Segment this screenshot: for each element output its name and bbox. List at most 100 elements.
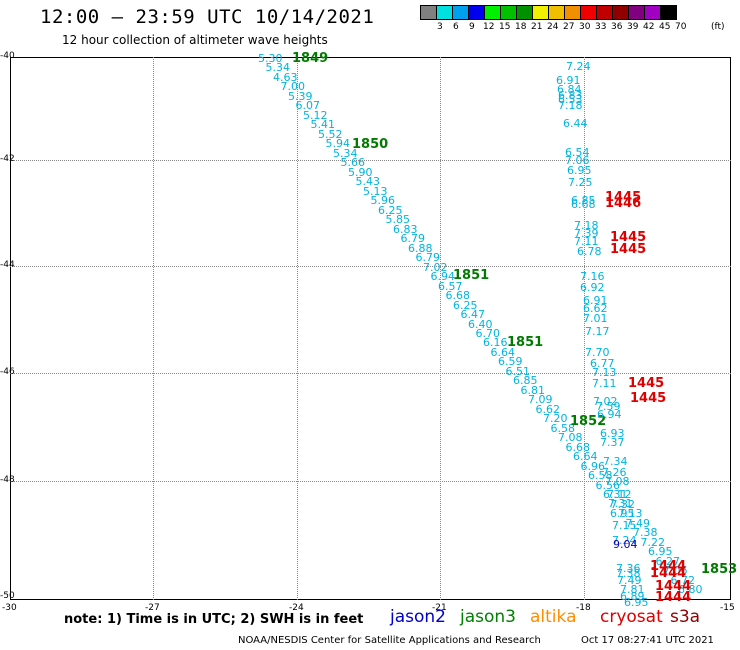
- footnote: note: 1) Time is in UTC; 2) SWH is in fe…: [64, 612, 364, 627]
- scale-swatch: [564, 5, 581, 20]
- wave-height-value: 6.79: [400, 232, 426, 246]
- pass-time-label: 1851: [453, 268, 490, 283]
- lat-gridline: [10, 481, 731, 482]
- color-scale: [420, 5, 677, 20]
- scale-swatch: [484, 5, 501, 20]
- wave-height-value: 7.49: [617, 574, 642, 587]
- wave-height-value: 5.34: [265, 61, 291, 75]
- scale-label: 9: [469, 22, 475, 32]
- wave-height-value: 6.85: [571, 194, 596, 207]
- scale-label: 42: [643, 22, 655, 32]
- wave-height-value: 7.17: [585, 325, 610, 338]
- scale-label: 36: [611, 22, 623, 32]
- pass-time-label: 1444: [655, 579, 692, 594]
- scale-label: 24: [547, 22, 559, 32]
- wave-height-value: 6.25: [453, 298, 478, 312]
- wave-height-value: 6.85: [513, 374, 538, 388]
- scale-swatch: [500, 5, 517, 20]
- lon-label: -30: [2, 603, 17, 613]
- wave-height-value: 5.43: [355, 175, 381, 189]
- color-scale-labels: 3 6 9 12 15 18 21 24 27 30 33 36 39 42 45 70 (ft): [421, 22, 729, 36]
- pass-time-label: 1444: [650, 559, 687, 574]
- pass-time-label: 1445: [605, 190, 642, 205]
- lat-label: -42: [0, 154, 15, 164]
- scale-label: 33: [595, 22, 607, 32]
- wave-height-value: 6.91: [583, 294, 608, 307]
- wave-height-value: 6.92: [580, 281, 605, 294]
- scale-swatch: [436, 5, 453, 20]
- wave-height-value: 6.31: [603, 488, 628, 502]
- scale-swatch: [420, 5, 437, 20]
- wave-height-value: 7.02: [593, 395, 618, 408]
- pass-time-label: 1850: [352, 137, 389, 152]
- wave-height-value: 6.96: [580, 459, 606, 473]
- wave-height-value: 7.81: [620, 583, 645, 596]
- wave-height-value: 4.63: [273, 70, 298, 84]
- wave-height-value: 7.01: [583, 312, 608, 325]
- lat-gridline: [10, 373, 731, 374]
- wave-height-value: 6.47: [460, 308, 486, 322]
- wave-height-value: 5.94: [325, 137, 351, 151]
- legend-item-jason2: jason2: [390, 607, 446, 627]
- scale-label: 30: [579, 22, 591, 32]
- scale-label: 70: [675, 22, 687, 32]
- wave-height-value: 6.93: [600, 427, 625, 440]
- wave-height-value: 7.25: [568, 176, 593, 189]
- scale-label: 6: [453, 22, 459, 32]
- lon-label: -21: [432, 603, 447, 613]
- wave-height-value: 6.40: [468, 317, 493, 331]
- lon-gridline: [153, 57, 154, 600]
- scale-label: 21: [531, 22, 543, 32]
- wave-height-value: 5.30: [258, 52, 283, 65]
- wave-height-value: 6.94: [430, 270, 456, 284]
- wave-height-value: 7.49: [625, 516, 651, 530]
- scale-unit: (ft): [711, 22, 725, 32]
- wave-height-value: 7.15: [612, 519, 637, 532]
- wave-height-value: 7.02: [423, 260, 448, 274]
- wave-height-value: 7.06: [663, 564, 688, 578]
- wave-height-value: 7.31: [608, 497, 633, 510]
- wave-height-value: 7.38: [633, 526, 658, 540]
- wave-height-value: 7.13: [618, 507, 643, 521]
- pass-time-label: 1853: [701, 562, 738, 577]
- legend-item-altika: altika: [530, 607, 577, 627]
- wave-height-value: 6.88: [408, 241, 433, 255]
- wave-height-value: 7.26: [602, 466, 627, 479]
- pass-time-label: 1445: [630, 391, 667, 406]
- pass-time-label: 1851: [507, 335, 544, 350]
- wave-height-value: 6.07: [295, 99, 321, 113]
- wave-height-value: 5.66: [340, 156, 366, 170]
- wave-height-value: 7.12: [607, 488, 632, 501]
- scale-swatch: [548, 5, 565, 20]
- wave-height-value: 6.62: [583, 302, 608, 315]
- wave-height-value: 5.90: [348, 165, 373, 179]
- scale-label: 45: [659, 22, 671, 32]
- map-frame: [10, 57, 731, 600]
- pass-time-label: 1444: [655, 590, 692, 605]
- wave-height-value: 6.77: [590, 357, 615, 370]
- lon-label: -27: [145, 603, 160, 613]
- lat-gridline: [10, 160, 731, 161]
- wave-height-value: 6.64: [490, 345, 516, 359]
- wave-height-value: 7.24: [612, 534, 637, 547]
- scale-swatch: [580, 5, 597, 20]
- scale-label: 3: [437, 22, 443, 32]
- wave-height-value: 6.84: [557, 83, 582, 96]
- wave-height-value: 7.11: [592, 377, 617, 390]
- wave-height-value: 7.36: [616, 562, 641, 575]
- credit-line: NOAA/NESDIS Center for Satellite Applica…: [238, 635, 541, 646]
- wave-height-value: 5.39: [288, 89, 313, 103]
- wave-height-value: 6.58: [550, 421, 576, 435]
- wave-height-value: 7.70: [585, 346, 610, 359]
- wave-height-value: 6.94: [597, 408, 622, 421]
- wave-height-value: 7.13: [592, 366, 617, 379]
- wave-height-value: 7.39: [574, 227, 599, 240]
- wave-height-value: 6.56: [595, 478, 621, 492]
- wave-height-value: 6.59: [498, 355, 523, 369]
- wave-height-value: 6.27: [655, 554, 681, 568]
- wave-height-value: 7.09: [528, 393, 553, 407]
- wave-height-value: 6.95: [610, 507, 635, 520]
- scale-swatch: [628, 5, 645, 20]
- wave-height-value: 7.18: [558, 99, 583, 112]
- lon-label: -18: [576, 603, 591, 613]
